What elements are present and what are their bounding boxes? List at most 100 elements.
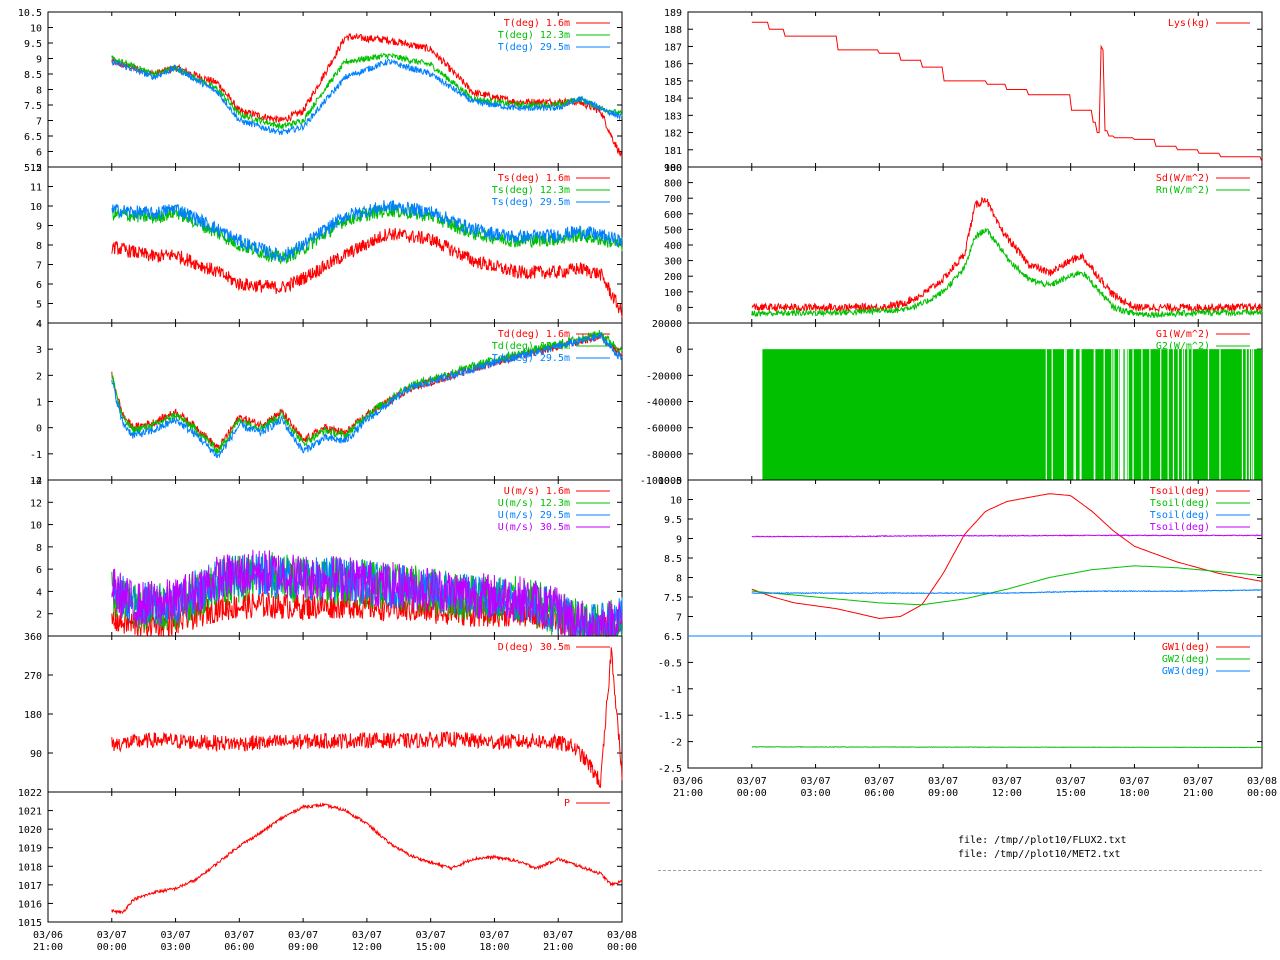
y-tick-label: 12 [30,498,42,509]
legend-label: Rn(W/m^2) [1156,185,1210,196]
y-tick-label: 181 [664,146,682,157]
legend-label: U(m/s) 29.5m [498,510,570,521]
series-line-purple [751,534,1263,538]
series-line-red [111,32,623,157]
y-tick-label: 10.5 [18,8,42,19]
x-tick-date: 03/07 [288,930,318,941]
y-tick-label: 2 [36,610,42,621]
y-tick-label: 8.5 [24,70,42,81]
series-line-green [751,228,1263,318]
y-tick-label: 20000 [652,319,682,330]
series-line-purple [111,549,623,637]
x-tick-date: 03/07 [1119,776,1149,787]
legend-label: Lys(kg) [1168,18,1210,29]
wind-speed-panel: 2 4 6 8 10 12 14 U(m/s) 1.6mU(m/s) 12.3mU(m/s) … [30,476,623,638]
y-tick-label: 182 [664,129,682,140]
y-tick-label: 0 [36,424,42,435]
y-tick-label: 6.5 [24,132,42,143]
y-tick-label: 1019 [18,844,42,855]
y-tick-label: 10 [30,521,42,532]
x-tick-time: 00:00 [97,942,127,953]
y-tick-label: 1020 [18,825,42,836]
legend-label: Tsoil(deg) [1150,486,1210,497]
y-tick-label: 5 [36,300,42,311]
legend-label: U(m/s) 1.6m [504,486,570,497]
x-tick-date: 03/06 [673,776,703,787]
x-tick-time: 03:00 [801,788,831,799]
y-tick-label: 11 [30,183,42,194]
wind-direction-panel: 90 180 270 360 D(deg) 30.5m [24,632,623,793]
y-tick-label: 180 [24,710,42,721]
legend-label: D(deg) 30.5m [498,642,570,653]
y-tick-label: 9 [36,55,42,66]
legend-label: GW3(deg) [1162,666,1210,677]
y-tick-label: 270 [24,671,42,682]
legend-label: GW1(deg) [1162,642,1210,653]
plot-frame [47,635,623,793]
legend-label: Tsoil(deg) [1150,510,1210,521]
y-tick-label: 10 [30,24,42,35]
y-tick-label: 7 [36,261,42,272]
y-tick-label: 0 [676,345,682,356]
x-tick-time: 15:00 [1056,788,1086,799]
y-tick-label: 9.5 [24,39,42,50]
series-line-red [751,196,1263,313]
y-tick-label: 7 [36,117,42,128]
legend-label: Tsoil(deg) [1150,522,1210,533]
file-list: file: /tmp//plot10/FLUX2.txt file: /tmp/… [958,834,1127,862]
y-tick-label: 700 [664,194,682,205]
legend-label: T(deg) 12.3m [498,30,570,41]
y-tick-label: 4 [36,319,42,330]
y-tick-label: 188 [664,25,682,36]
x-tick-date: 03/07 [543,930,573,941]
x-tick-time: 03:00 [161,942,191,953]
x-tick-date: 03/07 [416,930,446,941]
soil-temp-panel: 6.577.588.599.51010.5Tsoil(deg)Tsoil(deg… [658,476,1263,643]
y-tick-label: 600 [664,210,682,221]
soil-heat-flux-panel: -100000 -80000 -60000 -40000 -20000 0 20000 G1(… [640,319,1263,487]
y-tick-label: 184 [664,94,682,105]
y-tick-label: 3 [36,345,42,356]
y-tick-label: -1 [30,450,42,461]
legend-label: U(m/s) 12.3m [498,498,570,509]
y-tick-label: 1021 [18,807,42,818]
y-tick-label: 400 [664,241,682,252]
y-tick-label: 6 [36,280,42,291]
y-tick-label: 8 [36,543,42,554]
y-tick-label: -1 [670,685,682,696]
y-tick-label: 9 [676,535,682,546]
x-tick-time: 06:00 [864,788,894,799]
x-tick-date: 03/07 [352,930,382,941]
y-tick-label: -100000 [640,476,682,487]
series-line-red [111,802,623,915]
plot-frame [687,11,1263,168]
y-tick-label: 900 [664,163,682,174]
legend-label: Sd(W/m^2) [1156,173,1210,184]
lysimeter-panel: 180 181 182 183 184 185 186 187 188 189 Lys(kg) [664,8,1263,174]
x-tick-time: 21:00 [543,942,573,953]
y-tick-label: 800 [664,179,682,190]
x-tick-date: 03/07 [801,776,831,787]
x-tick-date: 03/07 [97,930,127,941]
series-line-red [751,493,1263,620]
radiation-panel: 0 100 200 300 400 500 600 700 800 900 Sd(W/m^2)Rn(… [664,163,1263,324]
y-tick-label: 9 [36,222,42,233]
file-label-met: file: /tmp//plot10/MET2.txt [958,849,1121,860]
y-tick-label: 4 [36,587,42,598]
series-line-blue [751,588,1262,595]
y-tick-label: 4 [36,319,42,330]
x-tick-date: 03/06 [33,930,63,941]
y-tick-label: 6 [36,565,42,576]
series-line-green [751,746,1263,749]
y-tick-label: -80000 [646,450,682,461]
y-tick-label: 185 [664,77,682,88]
x-tick-time: 09:00 [288,942,318,953]
legend-label: Ts(deg) 29.5m [492,197,570,208]
y-tick-label: 10 [670,496,682,507]
legend-label: Ts(deg) 12.3m [492,185,570,196]
x-tick-time: 12:00 [992,788,1022,799]
groundwater-temp-panel: -2.5 -2 -1.5 -1 -0.5 GW1(deg)GW2(deg)GW3(deg) [658,635,1263,775]
y-tick-label: 14 [30,476,42,487]
series-line-red [751,21,1263,162]
